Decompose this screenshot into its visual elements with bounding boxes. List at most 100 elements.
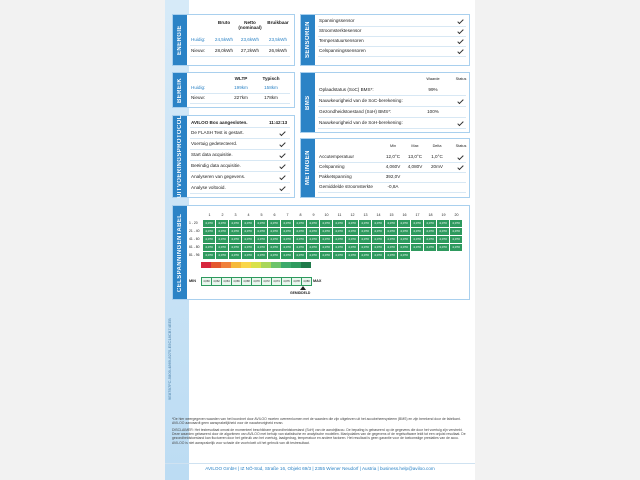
cell-voltage: 4,070: [372, 228, 384, 235]
section-title: CELSPANNINGENTABEL: [177, 213, 183, 292]
cell-voltage: 4,070: [359, 220, 371, 227]
separator: [190, 93, 290, 94]
column-number: 3: [234, 213, 237, 217]
column-header: Status: [455, 77, 467, 81]
cell-voltage: 4,070: [372, 252, 384, 259]
column-number: 14: [376, 213, 381, 217]
protocol-step: Analyse voltooid.: [191, 185, 226, 190]
cell-voltage: 4,070: [294, 244, 306, 251]
range-value: 178km: [264, 95, 278, 100]
protocol-step: Analyseren van gegevens.: [191, 174, 246, 179]
cell-voltage: 4,070: [372, 244, 384, 251]
column-header: Min: [389, 144, 397, 148]
protocol-step: Beëindig data acquisitie.: [191, 163, 241, 168]
check-icon: [279, 184, 286, 192]
separator: [318, 182, 466, 183]
protocol-time: 11:42:13: [269, 120, 288, 125]
check-icon: [279, 129, 286, 137]
cell-voltage: 4,070: [242, 236, 254, 243]
cell-voltage: 4,070: [268, 252, 280, 259]
cell-voltage: 4,070: [216, 228, 228, 235]
cell-voltage: 4,070: [216, 220, 228, 227]
scale-min-label: MIN: [189, 279, 196, 283]
separator: [318, 95, 466, 96]
cell-voltage: 4,070: [437, 236, 449, 243]
cell-voltage: 4,070: [294, 220, 306, 227]
cell-voltage: 4,070: [346, 244, 358, 251]
separator: [190, 171, 290, 172]
scale-swatch: [261, 262, 271, 268]
column-number: 18: [428, 213, 433, 217]
cell-voltage: 4,070: [229, 228, 241, 235]
section-tab: CELSPANNINGENTABEL: [173, 206, 187, 299]
check-icon: [457, 119, 464, 127]
bms-section: BMS Waarde Status Oplaadstatus (SoC) BMS*: 9…: [300, 72, 470, 133]
column-header: Netto (nominaal): [238, 20, 262, 30]
separator: [318, 26, 466, 27]
check-icon: [279, 140, 286, 148]
scale-swatch: [251, 262, 261, 268]
cell-voltage: 4,070: [411, 236, 423, 243]
scale-swatch: [221, 262, 231, 268]
sensor-name: Stroomsterktesensor: [319, 28, 362, 33]
separator: [318, 162, 466, 163]
column-header: Delta: [432, 144, 442, 148]
row-range: 81 - 96: [189, 253, 200, 257]
cell-voltage: 4,070: [450, 236, 462, 243]
cell-voltage: 4,070: [307, 236, 319, 243]
average-marker: [300, 286, 306, 290]
measurement-value: 12,0°C: [385, 154, 401, 159]
bms-value: 100%: [427, 109, 439, 114]
separator: [190, 45, 290, 46]
cell-voltage: 4,070: [268, 244, 280, 251]
column-number: 1: [208, 213, 211, 217]
section-title: ENERGIE: [177, 25, 183, 55]
separator: [318, 106, 466, 107]
row-range: 41 - 60: [189, 237, 200, 241]
average-label: GEMIDDELD: [290, 291, 311, 295]
bms-value: 99%: [428, 87, 438, 92]
cell-voltage: 4,070: [398, 252, 410, 259]
column-number: 20: [454, 213, 459, 217]
cell-voltage: 4,070: [437, 220, 449, 227]
check-icon: [279, 151, 286, 159]
cell-voltage: 4,070: [281, 228, 293, 235]
footer-bar: [165, 463, 475, 464]
scale-value: 4,080: [301, 277, 312, 286]
cell-voltage: 4,070: [346, 228, 358, 235]
cell-voltage: 4,070: [203, 228, 215, 235]
cell-voltage: 4,070: [398, 228, 410, 235]
cell-voltage: 4,070: [307, 244, 319, 251]
cell-voltage: 4,070: [424, 220, 436, 227]
document-id: 9E87B7FC-5809-4869-8275-E5C18CB74EEB: [167, 318, 172, 400]
column-number: 10: [324, 213, 329, 217]
cell-voltage: 4,070: [333, 244, 345, 251]
scale-swatch: [241, 262, 251, 268]
column-number: 9: [312, 213, 315, 217]
column-number: 5: [260, 213, 263, 217]
energy-value: 28,0kWh: [214, 48, 234, 53]
cell-voltage: 4,070: [320, 244, 332, 251]
energy-value: 23,6kWh: [240, 37, 260, 42]
section-title: UITVOERINGSPROTOCOL: [177, 115, 183, 198]
check-icon: [457, 27, 464, 35]
section-tab: SENSOREN: [301, 15, 315, 65]
cell-voltage: 4,070: [437, 228, 449, 235]
column-number: 4: [247, 213, 250, 217]
cell-voltage: 4,070: [346, 236, 358, 243]
cell-voltage: 4,070: [411, 244, 423, 251]
check-icon: [457, 47, 464, 55]
cell-voltage: 4,070: [203, 244, 215, 251]
cell-voltage: 4,070: [307, 252, 319, 259]
check-icon: [457, 17, 464, 25]
column-header: Waarde: [426, 77, 440, 81]
column-header: Status: [455, 144, 467, 148]
cell-voltage: 4,070: [450, 244, 462, 251]
column-number: 2: [221, 213, 224, 217]
scale-swatch: [201, 262, 211, 268]
cell-voltage: 4,070: [229, 220, 241, 227]
check-icon: [457, 37, 464, 45]
row-range: 61 - 80: [189, 245, 200, 249]
sensoren-section: SENSOREN Spanningssensor Stroomsterktesens…: [300, 14, 470, 66]
